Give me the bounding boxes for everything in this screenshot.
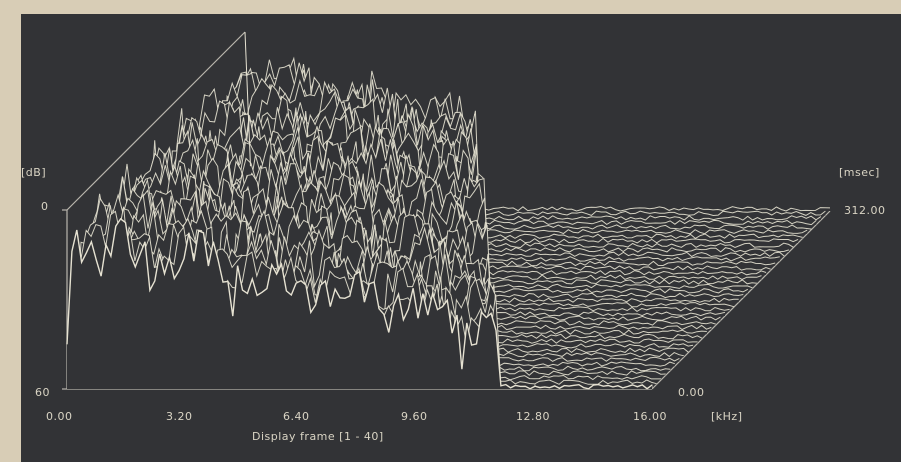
waterfall-chart: [62, 31, 831, 390]
x-axis-unit-label: [kHz]: [711, 410, 743, 423]
spectrum-frame-34: [217, 72, 803, 240]
z-tick-label-end: 312.00: [844, 204, 886, 217]
y-tick-label-top: 0: [41, 200, 49, 213]
back-frame-edge: [244, 31, 251, 167]
back-depth-edge: [66, 31, 246, 211]
x-tick-label-2: 6.40: [283, 410, 310, 423]
y-tick-label-bottom: 60: [35, 386, 50, 399]
x-tick-label-0: 0.00: [46, 410, 73, 423]
z-tick-label-start: 0.00: [678, 386, 705, 399]
x-tick-label-3: 9.60: [401, 410, 428, 423]
waterfall-plot-panel: [dB] 0 60 0.00 3.20 6.40 9.60 12.80 16.0…: [21, 14, 901, 462]
z-axis-line: [651, 210, 831, 390]
frame-mask-1: [67, 218, 652, 389]
display-frame-label: Display frame [1 - 40]: [252, 430, 384, 443]
x-tick-label-1: 3.20: [166, 410, 193, 423]
x-tick-label-4: 12.80: [516, 410, 550, 423]
spectrum-frame-1: [66, 217, 653, 390]
z-axis-label: [msec]: [839, 166, 880, 179]
y-axis-label: [dB]: [21, 166, 47, 179]
x-tick-label-5: 16.00: [633, 410, 667, 423]
spectrum-frame-13: [121, 165, 707, 335]
